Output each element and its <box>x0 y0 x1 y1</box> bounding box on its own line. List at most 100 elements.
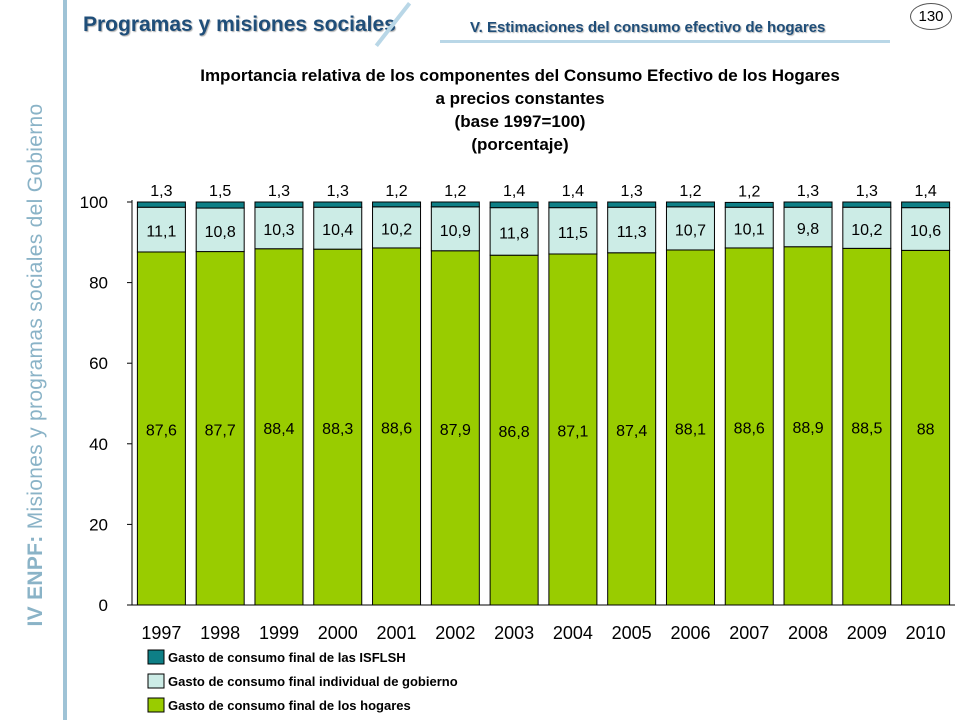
x-tick-label: 2010 <box>906 623 946 643</box>
header-title: Programas y misiones sociales <box>83 13 396 36</box>
bar-segment <box>313 206 363 250</box>
data-label: 1,5 <box>209 183 231 200</box>
bar-segment <box>842 201 892 208</box>
data-label: 11,3 <box>617 224 647 241</box>
bar-segment <box>254 201 304 208</box>
bar-segment <box>195 201 245 209</box>
x-tick-label: 2006 <box>670 623 710 643</box>
bar-segment <box>136 206 186 253</box>
data-label: 88,1 <box>675 421 706 438</box>
data-label: 87,9 <box>440 422 471 439</box>
bar-segment <box>901 201 951 209</box>
data-label: 10,4 <box>322 222 353 239</box>
x-tick-label: 2007 <box>729 623 769 643</box>
data-label: 88,6 <box>381 420 412 437</box>
bar-segment <box>607 201 657 208</box>
data-label: 1,3 <box>150 183 172 200</box>
bar-segment <box>783 246 833 606</box>
legend-swatch <box>147 673 165 689</box>
data-label: 1,3 <box>621 183 643 200</box>
data-label: 1,4 <box>503 183 525 200</box>
y-tick-label: 100 <box>80 193 108 212</box>
data-label: 88,9 <box>792 420 823 437</box>
y-tick-label: 80 <box>89 274 108 293</box>
data-label: 1,3 <box>856 183 878 200</box>
bar-segment <box>313 201 363 208</box>
x-tick-label: 2001 <box>377 623 417 643</box>
bar-segment <box>783 206 833 248</box>
data-label: 1,2 <box>444 183 466 200</box>
bar-segment <box>372 201 422 208</box>
bar-segment <box>313 248 363 606</box>
legend-swatch <box>147 697 165 713</box>
bar-segment <box>489 207 539 256</box>
bar-segment <box>548 201 598 209</box>
data-label: 10,9 <box>440 223 471 240</box>
page-number-badge: 130 <box>910 3 952 30</box>
bar-segment <box>548 253 598 606</box>
x-tick-label: 2009 <box>847 623 887 643</box>
legend-label: Gasto de consumo final individual de gob… <box>168 674 458 689</box>
bar-segment <box>430 206 480 252</box>
bar-segment <box>489 254 539 606</box>
data-label: 88 <box>917 422 935 439</box>
data-label: 11,5 <box>558 225 588 242</box>
data-label: 1,3 <box>268 183 290 200</box>
bar-segment <box>783 201 833 208</box>
data-label: 1,2 <box>679 183 701 200</box>
chart-title-line-1: Importancia relativa de los componentes … <box>200 66 840 85</box>
data-label: 11,8 <box>499 225 529 242</box>
data-label: 11,1 <box>146 224 176 241</box>
bar-segment <box>195 207 245 253</box>
bar-segment <box>665 201 715 208</box>
data-label: 87,4 <box>616 423 647 440</box>
x-tick-label: 2005 <box>612 623 652 643</box>
data-label: 10,8 <box>205 224 236 241</box>
bar-segment <box>901 249 951 606</box>
x-tick-label: 1998 <box>200 623 240 643</box>
y-tick-label: 20 <box>89 515 108 534</box>
y-tick-label: 60 <box>89 354 108 373</box>
data-label: 1,2 <box>385 183 407 200</box>
header-underline <box>440 40 890 43</box>
bar-segment <box>665 249 715 606</box>
chart-title-line-4: (porcentaje) <box>471 135 569 154</box>
x-tick-label: 2004 <box>553 623 593 643</box>
data-label: 88,6 <box>734 420 765 437</box>
bar-segment <box>136 201 186 208</box>
bar-segment <box>254 206 304 250</box>
legend-label: Gasto de consumo final de las ISFLSH <box>168 650 406 665</box>
data-label: 87,1 <box>557 423 588 440</box>
bar-segment <box>842 206 892 249</box>
chart-title-line-3: (base 1997=100) <box>454 112 586 131</box>
bar-segment <box>724 247 774 606</box>
bar-segment <box>489 201 539 209</box>
x-tick-label: 2000 <box>318 623 358 643</box>
data-label: 10,6 <box>910 223 941 240</box>
data-label: 88,4 <box>263 421 294 438</box>
data-label: 88,3 <box>322 421 353 438</box>
bar-segment <box>195 251 245 606</box>
legend-swatch <box>147 649 165 665</box>
header-subtitle: V. Estimaciones del consumo efectivo de … <box>470 19 826 36</box>
legend-label: Gasto de consumo final de los hogares <box>168 698 411 713</box>
data-label: 10,2 <box>851 222 882 239</box>
data-label: 1,3 <box>327 183 349 200</box>
data-label: 87,6 <box>146 422 177 439</box>
data-label: 87,7 <box>205 422 236 439</box>
data-label: 9,8 <box>797 221 819 238</box>
bar-segment <box>607 252 657 606</box>
bar-segment <box>372 247 422 606</box>
chart-title-line-2: a precios constantes <box>435 89 605 108</box>
data-label: 1,3 <box>797 183 819 200</box>
data-label: 10,2 <box>381 221 412 238</box>
y-tick-label: 0 <box>99 596 108 615</box>
bar-segment <box>372 206 422 249</box>
data-label: 10,3 <box>263 222 294 239</box>
bar-segment <box>430 201 480 208</box>
x-tick-label: 2003 <box>494 623 534 643</box>
data-label: 88,5 <box>851 421 882 438</box>
y-tick-label: 40 <box>89 435 108 454</box>
x-tick-label: 2008 <box>788 623 828 643</box>
